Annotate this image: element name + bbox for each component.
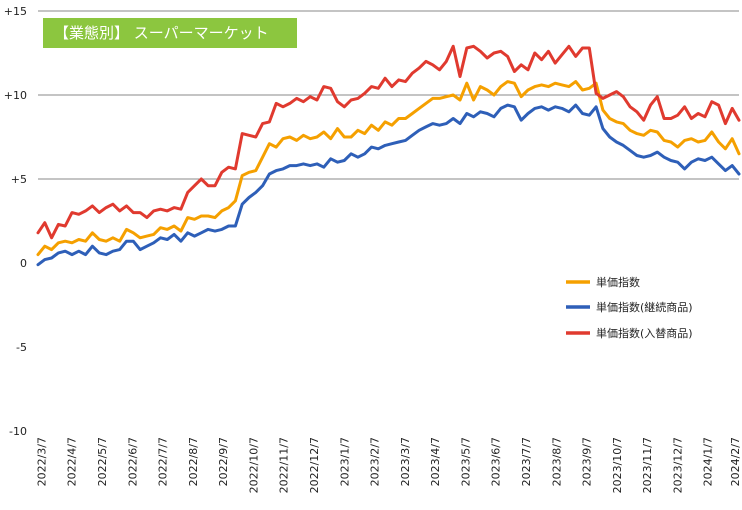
x-tick-label: 2022/7/7: [157, 437, 170, 486]
y-tick-label: -10: [9, 425, 27, 438]
y-tick-label: -5: [16, 341, 27, 354]
x-tick-label: 2024/1/7: [702, 437, 715, 486]
x-tick-label: 2022/8/7: [187, 437, 200, 486]
x-tick-label: 2022/5/7: [96, 437, 109, 486]
y-axis: +15 +10 +5 0 -5 -10: [4, 5, 27, 438]
x-tick-label: 2023/3/7: [399, 437, 412, 486]
x-axis: 2022/3/7 2022/4/7 2022/5/7 2022/6/7 2022/7/7…: [35, 437, 742, 493]
y-tick-label: 0: [20, 257, 27, 270]
legend: 単価指数 単価指数(継続商品) 単価指数(入替商品): [556, 268, 738, 348]
chart-title: 【業態別】 スーパーマーケット: [54, 24, 269, 42]
series-line-price-index: [36, 80, 741, 257]
x-tick-label: 2023/7/7: [520, 437, 533, 486]
x-tick-label: 2023/1/7: [338, 437, 351, 486]
y-tick-label: +5: [11, 173, 27, 186]
x-tick-label: 2023/9/7: [581, 437, 594, 486]
x-tick-label: 2022/4/7: [66, 437, 79, 486]
title-box: 【業態別】 スーパーマーケット: [43, 18, 297, 48]
series-line-continuing-items: [36, 103, 741, 267]
x-tick-label: 2023/11/7: [641, 437, 654, 493]
x-tick-label: 2024/2/7: [729, 437, 742, 486]
x-tick-label: 2022/10/7: [247, 437, 260, 493]
x-tick-label: 2023/8/7: [550, 437, 563, 486]
x-tick-label: 2022/6/7: [126, 437, 139, 486]
y-tick-label: +10: [4, 89, 27, 102]
y-tick-label: +15: [4, 5, 27, 18]
series-line-replaced-items: [36, 44, 741, 240]
x-tick-label: 2022/11/7: [278, 437, 291, 493]
x-tick-label: 2023/10/7: [611, 437, 624, 493]
x-tick-label: 2023/12/7: [671, 437, 684, 493]
legend-label-price-index: 単価指数: [596, 275, 640, 289]
legend-label-continuing-items: 単価指数(継続商品): [596, 300, 693, 314]
x-tick-label: 2022/12/7: [308, 437, 321, 493]
title-background: [43, 18, 297, 48]
x-tick-label: 2023/4/7: [429, 437, 442, 486]
x-tick-label: 2023/2/7: [369, 437, 382, 486]
series-lines: [36, 44, 741, 267]
x-tick-label: 2023/5/7: [459, 437, 472, 486]
x-tick-label: 2022/3/7: [35, 437, 48, 486]
x-tick-label: 2022/9/7: [217, 437, 230, 486]
legend-label-replaced-items: 単価指数(入替商品): [596, 326, 693, 340]
x-tick-label: 2023/6/7: [490, 437, 503, 486]
